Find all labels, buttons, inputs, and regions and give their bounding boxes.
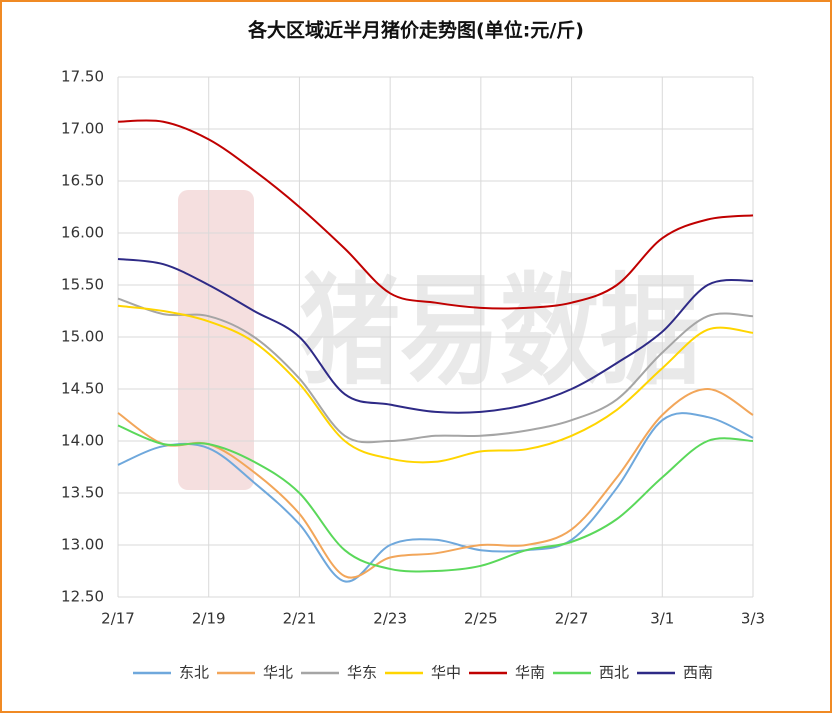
chart-title: 各大区域近半月猪价走势图(单位:元/斤): [247, 19, 584, 42]
watermark-logo: [178, 190, 254, 490]
y-tick-label: 13.00: [61, 536, 104, 554]
y-tick-label: 16.50: [61, 172, 104, 190]
series-line: [117, 304, 754, 464]
series-line: [117, 412, 754, 583]
series-line: [117, 119, 754, 310]
x-tick-label: 2/17: [101, 610, 135, 628]
series-line: [117, 297, 754, 444]
legend-label: 华东: [347, 664, 377, 682]
y-tick-label: 17.50: [61, 68, 104, 86]
y-tick-label: 13.50: [61, 484, 104, 502]
y-tick-label: 15.50: [61, 276, 104, 294]
y-tick-label: 14.00: [61, 432, 104, 450]
legend-label: 西北: [599, 664, 629, 682]
legend-label: 华北: [263, 664, 293, 682]
y-tick-label: 14.50: [61, 380, 104, 398]
y-tick-label: 16.00: [61, 224, 104, 242]
x-tick-label: 2/25: [464, 610, 498, 628]
legend-label: 东北: [179, 664, 209, 682]
x-tick-label: 2/23: [373, 610, 407, 628]
x-tick-label: 2/27: [555, 610, 589, 628]
x-tick-label: 2/21: [283, 610, 317, 628]
series-line: [117, 258, 754, 414]
series-line: [117, 387, 754, 579]
x-tick-label: 3/1: [650, 610, 674, 628]
watermark: 猪易数据: [300, 263, 700, 402]
legend-label: 西南: [683, 664, 713, 682]
y-tick-label: 12.50: [61, 588, 104, 606]
x-tick-label: 3/3: [741, 610, 765, 628]
y-tick-label: 15.00: [61, 328, 104, 346]
x-tick-label: 2/19: [192, 610, 226, 628]
y-tick-label: 17.00: [61, 120, 104, 138]
legend-label: 华南: [515, 664, 545, 682]
legend-label: 华中: [431, 664, 461, 682]
series-line: [117, 424, 754, 573]
